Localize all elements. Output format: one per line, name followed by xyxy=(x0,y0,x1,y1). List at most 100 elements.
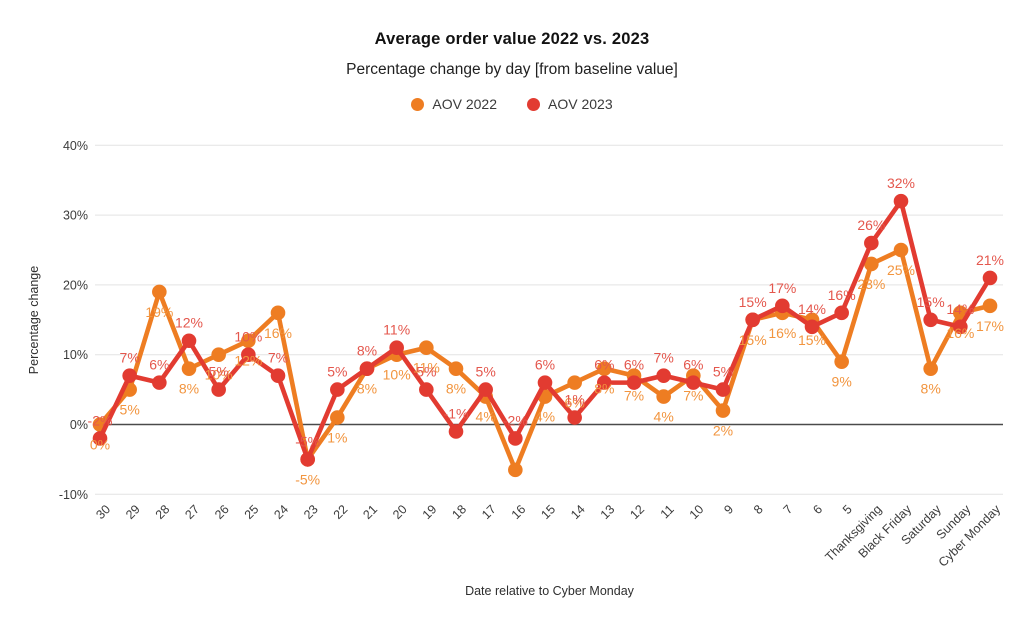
data-label: 1% xyxy=(565,392,585,408)
data-label: 16% xyxy=(828,287,856,303)
data-label: -5% xyxy=(295,471,320,487)
data-point[interactable] xyxy=(181,333,197,349)
data-point[interactable] xyxy=(92,431,108,446)
data-point[interactable] xyxy=(448,361,464,376)
data-label: 7% xyxy=(654,350,674,366)
data-point[interactable] xyxy=(982,270,998,286)
data-label: 5% xyxy=(120,402,140,418)
data-point[interactable] xyxy=(626,375,642,390)
data-point[interactable] xyxy=(181,361,197,376)
data-point[interactable] xyxy=(893,242,909,258)
y-tick-label: 20% xyxy=(63,278,88,292)
x-tick-label: 9 xyxy=(721,502,736,517)
y-tick-label: 10% xyxy=(63,348,88,362)
data-label: 19% xyxy=(145,304,173,320)
data-label: 10% xyxy=(234,329,262,345)
data-label: 4% xyxy=(654,409,674,425)
data-point[interactable] xyxy=(597,361,612,376)
data-label: 5% xyxy=(209,364,229,380)
data-point[interactable] xyxy=(241,333,256,349)
data-point[interactable] xyxy=(923,361,938,376)
data-point[interactable] xyxy=(419,382,434,397)
legend-item-aov-2023[interactable]: AOV 2023 xyxy=(527,96,613,112)
data-point[interactable] xyxy=(152,284,167,300)
data-point[interactable] xyxy=(359,361,375,376)
data-point[interactable] xyxy=(270,368,286,383)
data-point[interactable] xyxy=(478,382,493,397)
data-point[interactable] xyxy=(864,256,879,272)
data-label: 4% xyxy=(476,409,496,425)
data-point[interactable] xyxy=(211,347,226,363)
data-point[interactable] xyxy=(330,410,345,425)
data-point[interactable] xyxy=(537,375,553,390)
data-point[interactable] xyxy=(122,368,137,383)
data-label: 5% xyxy=(327,364,347,380)
data-label: 6% xyxy=(594,357,614,373)
data-point[interactable] xyxy=(597,375,612,390)
data-point[interactable] xyxy=(300,452,315,467)
data-point[interactable] xyxy=(804,319,820,335)
data-point[interactable] xyxy=(508,462,523,478)
data-label: 23% xyxy=(857,276,885,292)
data-point[interactable] xyxy=(448,424,464,439)
data-point[interactable] xyxy=(211,382,226,397)
data-point[interactable] xyxy=(982,298,998,314)
data-point[interactable] xyxy=(270,305,286,321)
x-tick-label: 13 xyxy=(598,502,618,522)
data-point[interactable] xyxy=(834,305,849,321)
x-tick-label: 18 xyxy=(449,502,469,522)
data-point[interactable] xyxy=(567,375,582,390)
x-tick-label: 30 xyxy=(93,502,113,522)
data-label: -2% xyxy=(503,412,528,428)
data-point[interactable] xyxy=(834,354,849,369)
data-label: 15% xyxy=(739,294,767,310)
data-point[interactable] xyxy=(715,382,731,397)
data-point[interactable] xyxy=(923,312,938,328)
data-label: 9% xyxy=(832,374,852,390)
data-label: 8% xyxy=(179,381,199,397)
x-tick-label: 8 xyxy=(751,502,766,517)
data-label: 8% xyxy=(357,381,377,397)
x-tick-label: 20 xyxy=(390,502,410,522)
data-point[interactable] xyxy=(330,382,345,397)
data-label: 11% xyxy=(413,360,440,376)
data-point[interactable] xyxy=(864,235,879,251)
data-point[interactable] xyxy=(508,431,523,446)
data-label: 6% xyxy=(683,357,703,373)
x-tick-label: 14 xyxy=(568,502,588,522)
data-label: 6% xyxy=(149,357,169,373)
data-point[interactable] xyxy=(745,312,760,328)
data-label: 8% xyxy=(594,381,614,397)
y-tick-label: 30% xyxy=(63,209,88,223)
data-point[interactable] xyxy=(656,389,671,404)
y-tick-label: 40% xyxy=(63,139,88,153)
data-label: 32% xyxy=(887,175,915,191)
data-label: 5% xyxy=(416,364,436,380)
data-label: 7% xyxy=(683,388,703,404)
data-point[interactable] xyxy=(152,375,167,390)
data-point[interactable] xyxy=(893,193,909,209)
legend-item-aov-2022[interactable]: AOV 2022 xyxy=(411,96,497,112)
x-tick-label: 7 xyxy=(781,502,796,517)
legend-dot-2023-icon xyxy=(527,97,540,111)
x-tick-label: 29 xyxy=(123,502,143,522)
data-point[interactable] xyxy=(567,410,582,425)
data-point[interactable] xyxy=(686,375,701,390)
data-label: 12% xyxy=(175,315,203,331)
data-point[interactable] xyxy=(715,403,731,418)
data-point[interactable] xyxy=(389,340,404,356)
data-label: 15% xyxy=(798,332,826,348)
y-tick-label: 0% xyxy=(70,418,88,432)
data-point[interactable] xyxy=(656,368,671,383)
x-tick-label: 27 xyxy=(182,502,202,522)
data-label: 17% xyxy=(976,318,1004,334)
data-point[interactable] xyxy=(775,298,790,314)
data-point[interactable] xyxy=(419,340,434,356)
y-tick-label: -10% xyxy=(59,488,88,502)
x-tick-label: 19 xyxy=(420,502,440,522)
data-point[interactable] xyxy=(953,319,968,335)
data-point[interactable] xyxy=(241,347,256,363)
data-label: 2% xyxy=(713,423,733,439)
data-label: 21% xyxy=(976,252,1004,268)
